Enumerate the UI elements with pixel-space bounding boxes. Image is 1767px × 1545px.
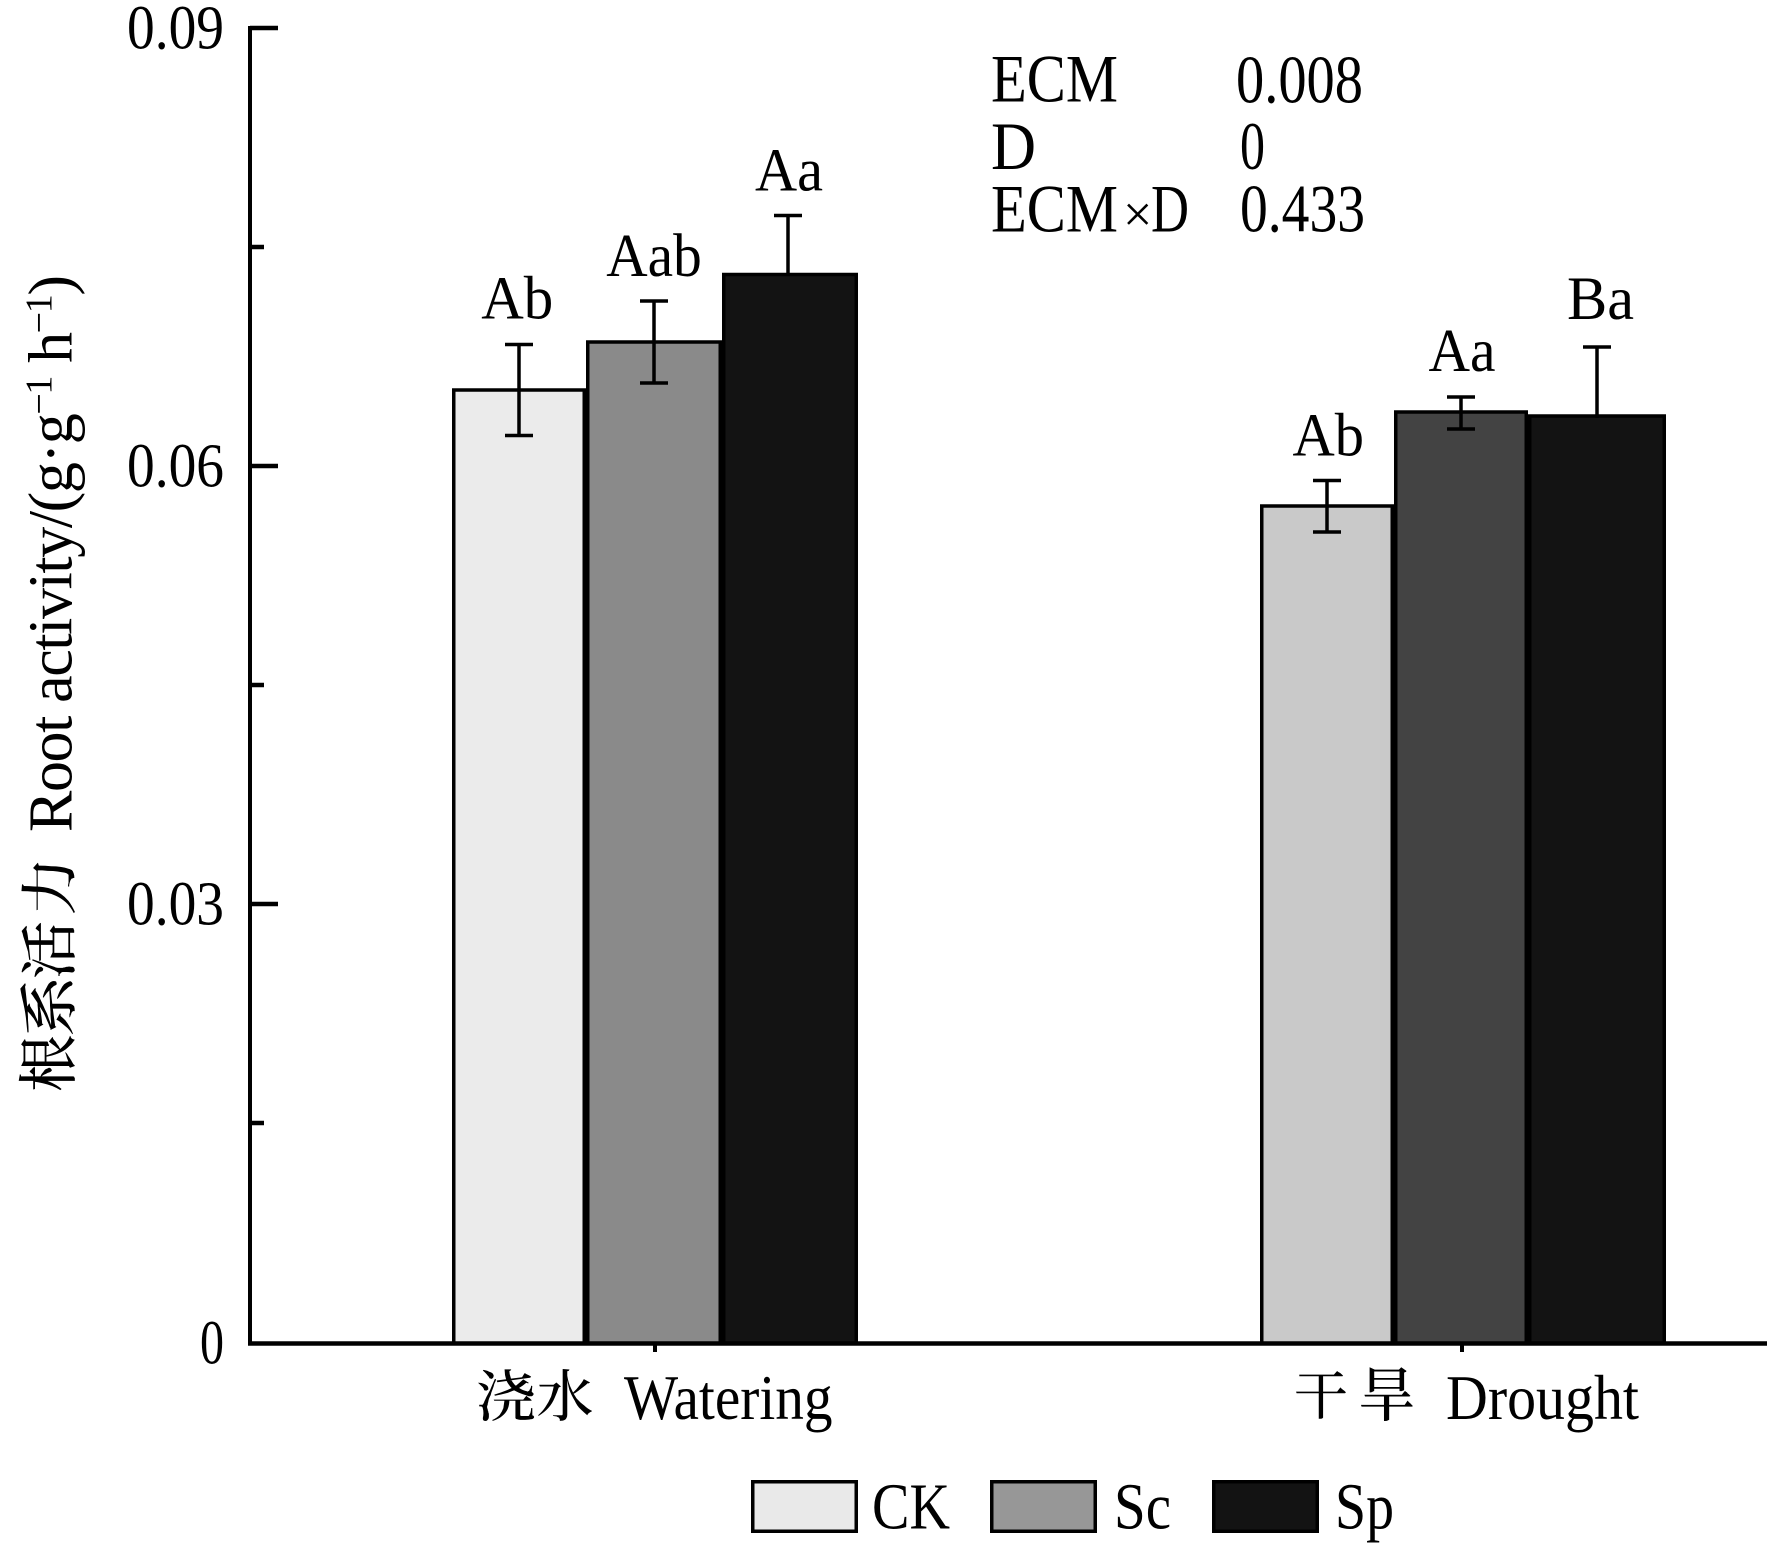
- svg-text:Sc: Sc: [1114, 1471, 1171, 1544]
- svg-text:0.03: 0.03: [127, 871, 224, 939]
- svg-text:ECM: ECM: [991, 41, 1118, 117]
- svg-text:×: ×: [1123, 187, 1152, 244]
- svg-text:Ba: Ba: [1567, 266, 1634, 333]
- svg-text:0.09: 0.09: [127, 0, 224, 63]
- svg-text:Aab: Aab: [606, 223, 702, 290]
- svg-text:Watering: Watering: [624, 1363, 833, 1433]
- svg-text:Aa: Aa: [755, 138, 823, 205]
- svg-text:0: 0: [1240, 108, 1265, 184]
- svg-text:Ab: Ab: [481, 266, 553, 333]
- svg-text:Sp: Sp: [1335, 1471, 1394, 1544]
- svg-text:0: 0: [200, 1310, 224, 1378]
- svg-text:CK: CK: [872, 1471, 950, 1544]
- svg-text:Aa: Aa: [1429, 318, 1496, 385]
- svg-text:0.008: 0.008: [1236, 41, 1363, 117]
- svg-text:Root activity/(g·g−1 h−1): Root activity/(g·g−1 h−1): [18, 276, 86, 832]
- svg-text:Ab: Ab: [1293, 403, 1365, 470]
- svg-text:D: D: [991, 108, 1036, 184]
- svg-text:ECM: ECM: [991, 171, 1118, 247]
- svg-text:D: D: [1151, 171, 1189, 247]
- svg-text:0.433: 0.433: [1240, 171, 1365, 247]
- svg-text:Drought: Drought: [1446, 1363, 1639, 1433]
- svg-text:0.06: 0.06: [127, 433, 224, 501]
